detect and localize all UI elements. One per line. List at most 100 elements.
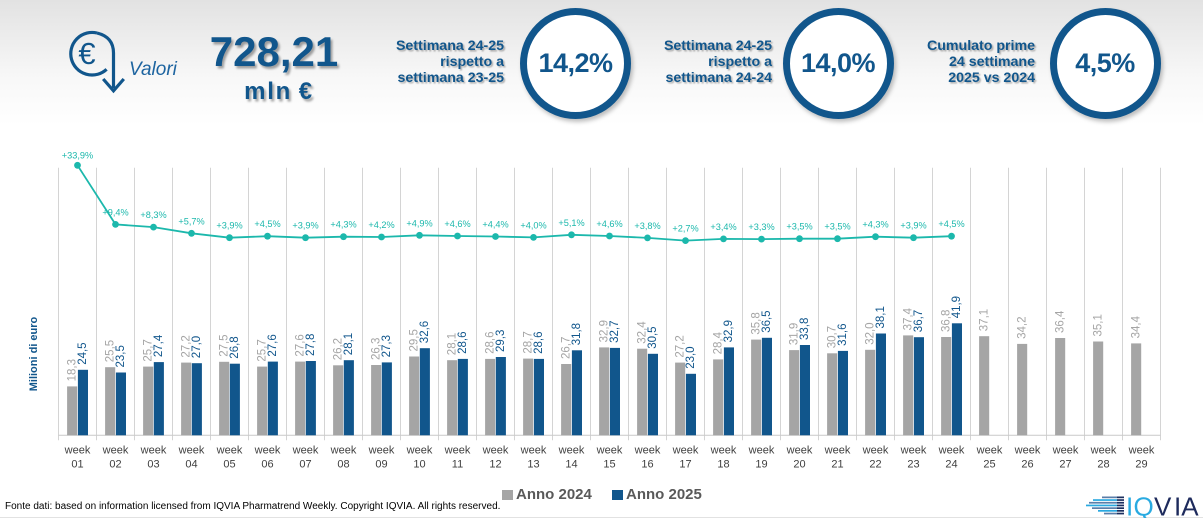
svg-text:week: week (824, 445, 851, 457)
svg-text:week: week (1052, 445, 1079, 457)
svg-text:+4,9%: +4,9% (406, 218, 432, 228)
svg-text:+4,0%: +4,0% (520, 220, 546, 230)
svg-text:27,6: 27,6 (267, 334, 279, 356)
svg-text:week: week (330, 445, 357, 457)
svg-text:week: week (1128, 445, 1155, 457)
svg-text:32,9: 32,9 (598, 320, 610, 342)
svg-text:Milioni di euro: Milioni di euro (28, 316, 40, 391)
svg-text:14: 14 (565, 459, 577, 471)
svg-text:week: week (102, 445, 129, 457)
svg-text:01: 01 (71, 459, 83, 471)
svg-text:17: 17 (679, 459, 691, 471)
svg-text:week: week (482, 445, 509, 457)
svg-text:25,7: 25,7 (256, 339, 268, 361)
svg-text:week: week (520, 445, 547, 457)
svg-text:28,6: 28,6 (457, 332, 469, 354)
svg-text:23: 23 (907, 459, 919, 471)
svg-text:09: 09 (375, 459, 387, 471)
svg-text:37,4: 37,4 (902, 307, 914, 330)
svg-text:week: week (558, 445, 585, 457)
svg-text:32,0: 32,0 (864, 322, 876, 344)
svg-text:week: week (862, 445, 889, 457)
svg-text:31,9: 31,9 (788, 323, 800, 345)
svg-text:36,5: 36,5 (761, 310, 773, 332)
svg-text:week: week (672, 445, 699, 457)
svg-text:+4,2%: +4,2% (368, 220, 394, 230)
svg-text:38,1: 38,1 (875, 306, 887, 328)
svg-text:36,4: 36,4 (1054, 310, 1066, 333)
svg-text:+4,6%: +4,6% (444, 219, 470, 229)
svg-text:+4,5%: +4,5% (938, 219, 964, 229)
svg-text:week: week (748, 445, 775, 457)
svg-text:+3,9%: +3,9% (900, 221, 926, 231)
svg-text:week: week (406, 445, 433, 457)
svg-text:week: week (140, 445, 167, 457)
svg-text:+5,7%: +5,7% (178, 216, 204, 226)
svg-text:29,5: 29,5 (408, 329, 420, 351)
svg-text:28,4: 28,4 (712, 331, 724, 354)
svg-text:week: week (710, 445, 737, 457)
svg-text:24,5: 24,5 (77, 342, 89, 364)
svg-text:22: 22 (869, 459, 881, 471)
svg-text:week: week (634, 445, 661, 457)
svg-text:27,2: 27,2 (180, 335, 192, 357)
svg-text:week: week (938, 445, 965, 457)
svg-text:28,7: 28,7 (522, 331, 534, 353)
svg-text:27,8: 27,8 (305, 334, 317, 356)
svg-text:A: A (1181, 494, 1199, 518)
svg-text:07: 07 (299, 459, 311, 471)
svg-text:30,5: 30,5 (647, 326, 659, 348)
svg-text:+8,3%: +8,3% (140, 210, 166, 220)
svg-text:19: 19 (755, 459, 767, 471)
svg-text:27,0: 27,0 (191, 336, 203, 358)
svg-text:18,3: 18,3 (66, 359, 78, 381)
svg-text:11: 11 (452, 459, 463, 471)
svg-text:36,7: 36,7 (913, 310, 925, 332)
svg-text:06: 06 (261, 459, 273, 471)
svg-text:week: week (1014, 445, 1041, 457)
svg-text:Q: Q (1134, 494, 1154, 518)
svg-text:18: 18 (717, 459, 729, 471)
svg-text:week: week (444, 445, 471, 457)
svg-text:week: week (1090, 445, 1117, 457)
svg-text:27,6: 27,6 (294, 334, 306, 356)
svg-text:21: 21 (831, 459, 843, 471)
svg-text:36,8: 36,8 (940, 310, 952, 332)
svg-text:33,8: 33,8 (799, 318, 811, 340)
svg-text:27,2: 27,2 (674, 335, 686, 357)
svg-text:+3,9%: +3,9% (292, 221, 318, 231)
svg-text:+2,7%: +2,7% (672, 224, 698, 234)
svg-text:30,7: 30,7 (826, 326, 838, 348)
svg-text:week: week (64, 445, 91, 457)
svg-text:I: I (1174, 494, 1181, 518)
svg-text:24: 24 (945, 459, 957, 471)
svg-text:26: 26 (1021, 459, 1033, 471)
svg-text:week: week (976, 445, 1003, 457)
svg-text:€: € (78, 36, 95, 71)
svg-text:32,4: 32,4 (636, 321, 648, 344)
svg-text:02: 02 (109, 459, 121, 471)
svg-text:I: I (1126, 494, 1133, 518)
svg-text:+5,1%: +5,1% (558, 218, 584, 228)
svg-text:week: week (254, 445, 281, 457)
svg-text:25: 25 (983, 459, 995, 471)
svg-text:28: 28 (1097, 459, 1109, 471)
svg-text:32,9: 32,9 (723, 320, 735, 342)
svg-text:31,8: 31,8 (571, 323, 583, 345)
svg-text:27,3: 27,3 (381, 335, 393, 357)
svg-text:+33,9%: +33,9% (62, 150, 93, 160)
svg-text:+3,4%: +3,4% (710, 222, 736, 232)
svg-text:34,2: 34,2 (1016, 317, 1028, 339)
svg-text:27,5: 27,5 (218, 334, 230, 356)
svg-text:26,7: 26,7 (560, 337, 572, 359)
svg-text:+3,5%: +3,5% (824, 222, 850, 232)
svg-text:27: 27 (1059, 459, 1071, 471)
svg-text:29: 29 (1135, 459, 1147, 471)
svg-text:03: 03 (147, 459, 159, 471)
svg-text:26,8: 26,8 (229, 336, 241, 358)
svg-text:week: week (786, 445, 813, 457)
svg-text:23,5: 23,5 (115, 345, 127, 367)
svg-text:28,1: 28,1 (446, 333, 458, 355)
svg-text:15: 15 (603, 459, 615, 471)
svg-text:35,8: 35,8 (750, 312, 762, 334)
